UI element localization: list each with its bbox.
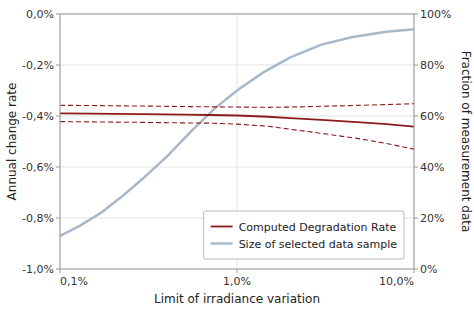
- y2-tick: [414, 167, 418, 168]
- y2-tick-label: 60%: [420, 110, 444, 123]
- y-tick-label: -0,6%: [22, 161, 54, 174]
- axis-labels: Limit of irradiance variation Annual chan…: [5, 51, 473, 306]
- x-tick: [414, 269, 415, 273]
- plot-frame: [60, 14, 414, 269]
- sample-line: [60, 29, 414, 236]
- y-tick-label: -0,4%: [22, 110, 54, 123]
- bound-line: [60, 104, 414, 108]
- y2-tick: [414, 116, 418, 117]
- legend: Computed Degradation Rate Size of selecte…: [204, 211, 404, 259]
- y2-axis-label: Fraction of measurement data: [459, 51, 473, 233]
- y-tick: [56, 167, 60, 168]
- degradation-line: [60, 113, 414, 126]
- y2-tick-label: 0%: [420, 263, 437, 276]
- axes: 0,1% 1,0% 10,0% 0,0% -0,2% -0,4% -0,6% -0,8% -1,…: [22, 8, 451, 288]
- bound-line: [60, 122, 414, 150]
- x-tick: [60, 269, 61, 273]
- y2-tick: [414, 269, 418, 270]
- chart: 0,1% 1,0% 10,0% 0,0% -0,2% -0,4% -0,6% -0,8% -1,…: [0, 0, 474, 313]
- y-grid-line: [60, 167, 414, 168]
- y2-tick-label: 80%: [420, 59, 444, 72]
- y2-tick: [414, 218, 418, 219]
- grid: [60, 14, 414, 269]
- legend-swatch: [211, 242, 233, 245]
- y2-tick: [414, 14, 418, 15]
- y2-tick-label: 40%: [420, 161, 444, 174]
- x-tick-label: 10,0%: [379, 275, 414, 288]
- legend-swatch: [211, 226, 233, 228]
- x-tick-label: 0,1%: [60, 275, 88, 288]
- y-tick: [56, 14, 60, 15]
- y2-tick-label: 20%: [420, 212, 444, 225]
- legend-box: [204, 211, 404, 259]
- y2-tick: [414, 65, 418, 66]
- x-tick: [237, 269, 238, 273]
- y-tick: [56, 65, 60, 66]
- y-tick-label: -0,8%: [22, 212, 54, 225]
- y-grid-line: [60, 65, 414, 66]
- y-tick-label: -1,0%: [22, 263, 54, 276]
- legend-label: Computed Degradation Rate: [239, 221, 397, 234]
- y2-tick-label: 100%: [420, 8, 451, 21]
- y-tick: [56, 218, 60, 219]
- legend-label: Size of selected data sample: [239, 238, 398, 251]
- y-tick: [56, 269, 60, 270]
- x-tick-label: 1,0%: [223, 275, 251, 288]
- data-lines: [60, 29, 414, 236]
- x-axis-label: Limit of irradiance variation: [154, 292, 320, 306]
- y-tick-label: -0,2%: [22, 59, 54, 72]
- y-tick-label: 0,0%: [26, 8, 54, 21]
- y-tick: [56, 116, 60, 117]
- plot-background: [60, 14, 414, 269]
- y-axis-label: Annual change rate: [5, 83, 19, 201]
